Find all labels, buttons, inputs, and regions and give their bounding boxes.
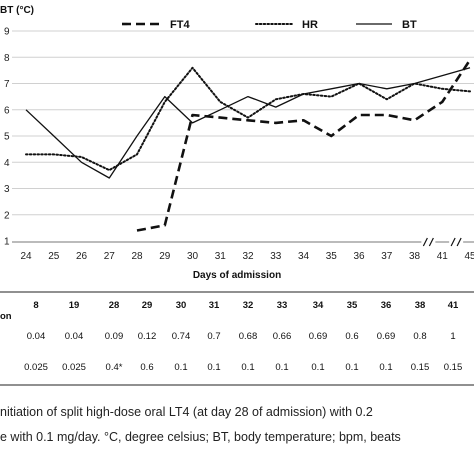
x-tick-label: 28 xyxy=(131,251,143,262)
table-cell: 0.1 xyxy=(275,362,288,373)
table-cell: 0.68 xyxy=(239,331,258,342)
x-tick-label: 30 xyxy=(187,251,199,262)
table-cell: 0.69 xyxy=(377,331,396,342)
legend-label-bt: BT xyxy=(402,19,417,31)
x-tick-label: 33 xyxy=(270,251,282,262)
table-cell: 0.66 xyxy=(273,331,292,342)
table-cell: 0.025 xyxy=(62,362,86,373)
table-col-header: 31 xyxy=(209,300,220,311)
y-tick-label: 1 xyxy=(4,237,10,248)
table-cell: 0.15 xyxy=(411,362,430,373)
table-cell: 0.04 xyxy=(27,331,46,342)
table-cell: 0.1 xyxy=(345,362,358,373)
table-cell: 0.6 xyxy=(140,362,153,373)
y-tick-label: 2 xyxy=(4,210,10,221)
x-tick-label: 26 xyxy=(76,251,88,262)
y-tick-labels: 1 2 3 4 5 6 7 8 9 xyxy=(4,27,10,248)
y-axis-title: BT (°C) xyxy=(0,5,34,16)
series-line-hr xyxy=(25,66,471,172)
x-tick-label: 24 xyxy=(20,251,32,262)
table-cell: 0.8 xyxy=(413,331,426,342)
axis-break-stroke xyxy=(428,237,434,247)
axis-break-gap xyxy=(449,236,464,248)
table-col-header: 29 xyxy=(142,300,153,311)
table-cell: 0.6 xyxy=(345,331,358,342)
axis-break-stroke xyxy=(422,237,428,247)
table-col-header: 8 xyxy=(33,300,38,311)
x-tick-label: 29 xyxy=(159,251,171,262)
x-tick-label: 41 xyxy=(437,251,449,262)
table-col-header: 34 xyxy=(313,300,324,311)
axis-break-stroke xyxy=(450,237,456,247)
table-cell: 0.15 xyxy=(444,362,463,373)
table-cell: 0.1 xyxy=(207,362,220,373)
caption-line-2: e with 0.1 mg/day. °C, degree celsius; B… xyxy=(0,430,401,444)
data-table: 8192829303132333435363841450.040.040.090… xyxy=(24,300,463,373)
axis-break-stroke xyxy=(456,237,462,247)
table-cell: 0.74 xyxy=(172,331,191,342)
table-cell: 1 xyxy=(450,331,455,342)
table-cell: 0.4* xyxy=(106,362,123,373)
y-tick-label: 6 xyxy=(4,105,10,116)
y-tick-label: 7 xyxy=(4,79,10,90)
table-col-header: 32 xyxy=(243,300,254,311)
y-tick-label: 9 xyxy=(4,27,10,38)
table-col-header: 35 xyxy=(347,300,358,311)
table-col-header: 36 xyxy=(381,300,392,311)
legend-label-hr: HR xyxy=(302,19,318,31)
caption-line-1: nitiation of split high-dose oral LT4 (a… xyxy=(0,405,373,419)
series-line-ft4 xyxy=(136,59,472,232)
axis-break-marks xyxy=(421,236,464,248)
table-col-header: 41 xyxy=(448,300,459,311)
legend: FT4 HR BT xyxy=(122,19,417,31)
x-tick-label: 35 xyxy=(326,251,338,262)
table-col-header: 38 xyxy=(415,300,426,311)
table-cell: 0.7 xyxy=(207,331,220,342)
x-tick-label: 25 xyxy=(48,251,60,262)
table-col-header: 19 xyxy=(69,300,80,311)
x-tick-label: 45 xyxy=(464,251,474,262)
y-tick-label: 3 xyxy=(4,184,10,195)
series-layer xyxy=(25,59,472,232)
table-cell: 0.1 xyxy=(379,362,392,373)
y-tick-label: 4 xyxy=(4,158,10,169)
table-row-label: on xyxy=(0,311,12,322)
table-cell: 0.04 xyxy=(65,331,84,342)
axis-break-gap xyxy=(421,236,436,248)
table-cell: 0.09 xyxy=(105,331,124,342)
table-cell: 0.12 xyxy=(138,331,157,342)
table-cell: 0.69 xyxy=(309,331,328,342)
table-cell: 0.025 xyxy=(24,362,48,373)
x-tick-label: 31 xyxy=(215,251,227,262)
series-line-bt xyxy=(25,67,471,179)
x-tick-label: 37 xyxy=(381,251,393,262)
table-col-header: 28 xyxy=(109,300,120,311)
x-tick-labels: 24 25 26 27 28 29 30 31 32 33 34 35 36 37 38 41 45 xyxy=(20,251,474,262)
table-cell: 0.1 xyxy=(174,362,187,373)
x-axis-title: Days of admission xyxy=(193,270,281,281)
x-tick-label: 32 xyxy=(242,251,254,262)
x-tick-label: 27 xyxy=(104,251,116,262)
x-tick-label: 38 xyxy=(409,251,421,262)
table-cell: 0.1 xyxy=(241,362,254,373)
x-tick-label: 36 xyxy=(353,251,365,262)
y-tick-label: 8 xyxy=(4,53,10,64)
table-cell: 0.1 xyxy=(311,362,324,373)
table-col-header: 30 xyxy=(176,300,187,311)
x-tick-label: 34 xyxy=(298,251,310,262)
legend-label-ft4: FT4 xyxy=(170,19,190,31)
grid-layer xyxy=(12,30,474,216)
y-tick-label: 5 xyxy=(4,132,10,143)
table-col-header: 33 xyxy=(277,300,288,311)
